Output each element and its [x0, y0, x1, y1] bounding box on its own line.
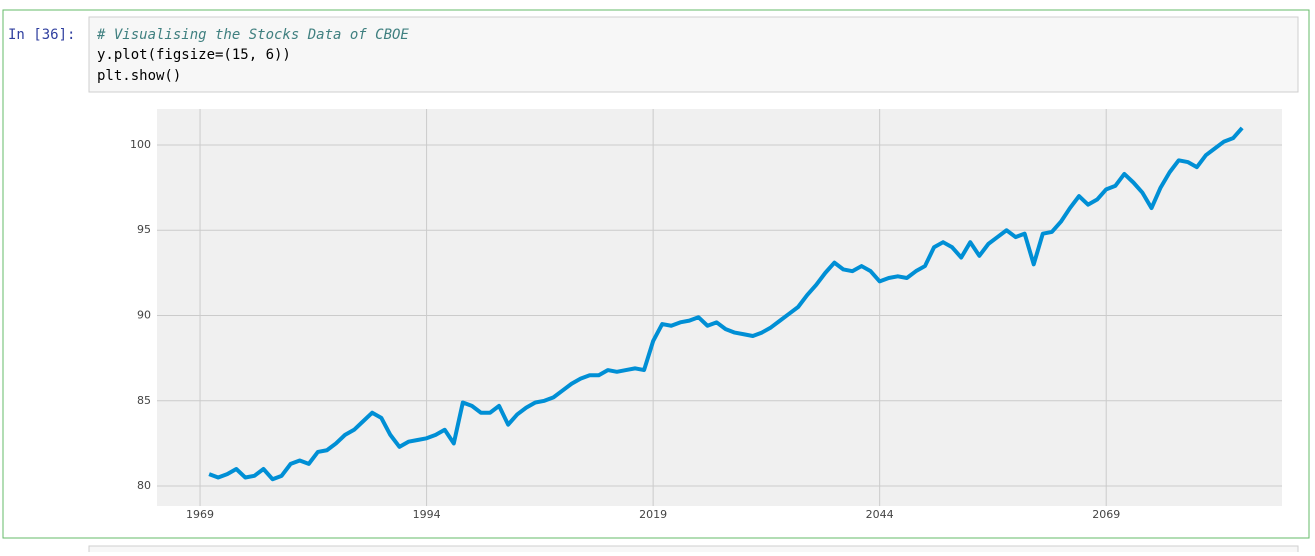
prompt: In [36]:	[8, 27, 75, 43]
x-tick-label: 2019	[639, 508, 667, 521]
y-tick-label: 95	[137, 223, 151, 236]
y-tick-label: 100	[130, 138, 151, 151]
chart: 80 85 90 95 100 1969 1994 2019 2044 2069	[130, 109, 1282, 521]
code-line: y.plot(figsize=(15, 6))	[97, 47, 291, 63]
plot-area	[157, 109, 1282, 506]
x-tick-label: 2044	[866, 508, 894, 521]
line	[208, 126, 1244, 482]
x-tick-label: 1994	[413, 508, 441, 521]
code-box[interactable]	[88, 16, 1299, 93]
y-tick-label: 90	[137, 309, 151, 322]
code-line: # Visualising the Stocks Data of CBOE	[96, 27, 409, 43]
y-tick-label: 85	[137, 394, 151, 407]
x-tick-label: 1969	[186, 508, 214, 521]
code-line: plt.show()	[97, 68, 181, 84]
y-tick-label: 80	[137, 479, 151, 492]
next-cell[interactable]	[88, 545, 1299, 556]
x-tick-label: 2069	[1092, 508, 1120, 521]
